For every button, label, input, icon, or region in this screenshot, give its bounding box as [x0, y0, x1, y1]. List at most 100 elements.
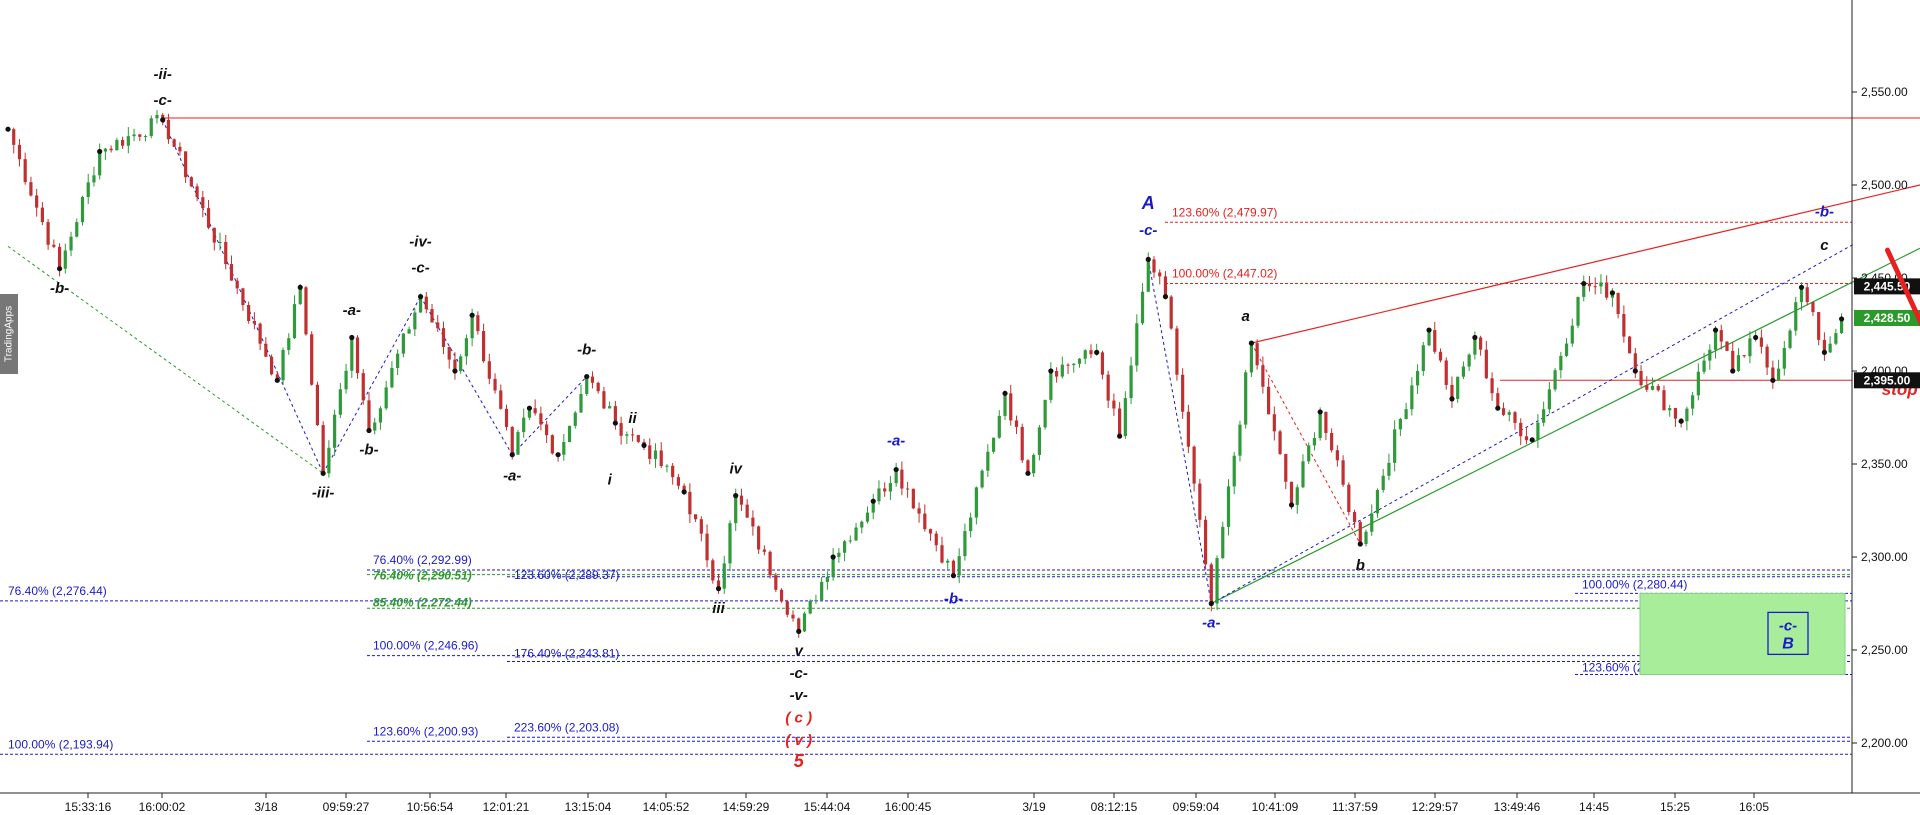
swing-dot — [1730, 368, 1736, 374]
candle-body — [327, 447, 331, 474]
candle-body — [1593, 286, 1597, 288]
candle-body — [1519, 422, 1523, 437]
wave-connector — [420, 296, 513, 455]
candle-body — [1301, 461, 1305, 488]
candle-body — [785, 601, 789, 615]
candle-body — [269, 356, 274, 375]
candle-body — [1828, 343, 1832, 353]
candle-body — [1026, 460, 1030, 474]
price-tag — [1854, 372, 1920, 389]
swing-dot — [681, 489, 687, 495]
wave-label: A — [1141, 193, 1155, 213]
swing-dot — [950, 573, 957, 579]
candle-body — [1811, 302, 1815, 313]
wave-labels-layer: -ii--c--b--a--b--iii--iv--c--a--b-iiiivi… — [50, 66, 1920, 771]
x-tick-label: 16:05 — [1739, 800, 1769, 814]
candle-body — [1203, 519, 1208, 565]
candle-body — [487, 361, 491, 379]
x-tick-label: 10:41:09 — [1252, 800, 1299, 814]
candle-body — [1077, 358, 1082, 364]
swing-dot — [1048, 368, 1054, 374]
candle-body — [1043, 399, 1047, 428]
green-dotted-left — [7, 245, 324, 474]
x-tick-label: 15:33:16 — [65, 800, 112, 814]
candle-body — [527, 408, 532, 418]
candle-body — [894, 469, 898, 484]
wave-label: iii — [712, 600, 725, 617]
candle-body — [17, 144, 22, 160]
candle-body — [602, 391, 606, 409]
candle-body — [550, 435, 554, 454]
candle-body — [1060, 364, 1064, 377]
swing-dot — [366, 427, 372, 434]
candle-body — [923, 513, 927, 530]
candle-body — [1799, 287, 1804, 303]
swing-dot — [1472, 334, 1478, 341]
wave-connector — [322, 296, 421, 474]
candle-body — [1020, 426, 1024, 461]
candle-body — [1158, 272, 1162, 277]
candle-body — [1582, 283, 1586, 297]
candle-body — [1032, 454, 1036, 474]
x-tick-label: 16:00:45 — [885, 800, 932, 814]
candle-body — [1312, 438, 1317, 446]
candle-body — [1427, 330, 1431, 346]
candle-body — [1834, 333, 1838, 344]
candle-body — [1639, 371, 1643, 386]
x-tick-label: 3/18 — [254, 800, 278, 814]
candle-body — [688, 491, 692, 515]
x-tick-label: 16:00:02 — [139, 800, 186, 814]
candle-body — [716, 580, 721, 589]
candle-body — [396, 353, 400, 368]
swing-dot — [796, 628, 802, 635]
candle-body — [1415, 371, 1420, 386]
candle-body — [762, 549, 766, 552]
swing-dot — [97, 148, 103, 155]
candle-body — [1370, 513, 1374, 532]
candle-body — [1547, 389, 1551, 410]
candle-body — [86, 182, 90, 198]
candle-body — [1352, 512, 1357, 523]
wave-label: -a- — [343, 302, 361, 319]
candle-body — [911, 488, 915, 509]
candle-body — [808, 600, 812, 614]
candle-body — [1330, 432, 1334, 451]
wave-label: -b- — [944, 591, 963, 608]
candle-body — [1759, 337, 1763, 347]
candle-body — [441, 328, 446, 348]
x-tick-label: 14:45 — [1579, 800, 1609, 814]
swing-dot — [509, 452, 515, 458]
swing-dot — [1581, 280, 1587, 287]
wave-label: a — [1242, 308, 1250, 325]
candle-body — [636, 435, 640, 442]
candle-body — [29, 182, 33, 196]
candle-body — [338, 389, 342, 415]
candle-body — [1444, 360, 1448, 385]
candle-body — [166, 119, 171, 140]
candle-body — [1513, 412, 1517, 423]
candle-body — [768, 551, 772, 576]
candle-body — [791, 614, 795, 619]
swing-dot — [274, 377, 280, 383]
swing-dot — [641, 442, 647, 448]
candle-body — [430, 309, 434, 323]
wave-label: -c- — [411, 259, 429, 276]
candle-body — [235, 280, 239, 289]
swing-dot — [1753, 334, 1759, 341]
candle-body — [499, 390, 503, 409]
candle-body — [1307, 445, 1311, 462]
swing-dot — [733, 493, 739, 499]
candle-body — [1817, 312, 1821, 340]
candle-body — [1347, 484, 1351, 513]
x-tick-label: 11:37:59 — [1332, 800, 1378, 814]
candle-body — [573, 412, 577, 426]
candle-body — [155, 114, 159, 119]
candle-body — [1685, 408, 1689, 422]
target-zone — [1639, 592, 1846, 675]
candle-body — [69, 236, 73, 251]
candle-body — [1318, 411, 1322, 439]
y-tick-label: 2,200.00 — [1861, 736, 1908, 750]
target-zone-layer: -c-B — [1639, 592, 1846, 675]
candle-body — [842, 541, 847, 553]
swing-dot — [1770, 377, 1776, 383]
